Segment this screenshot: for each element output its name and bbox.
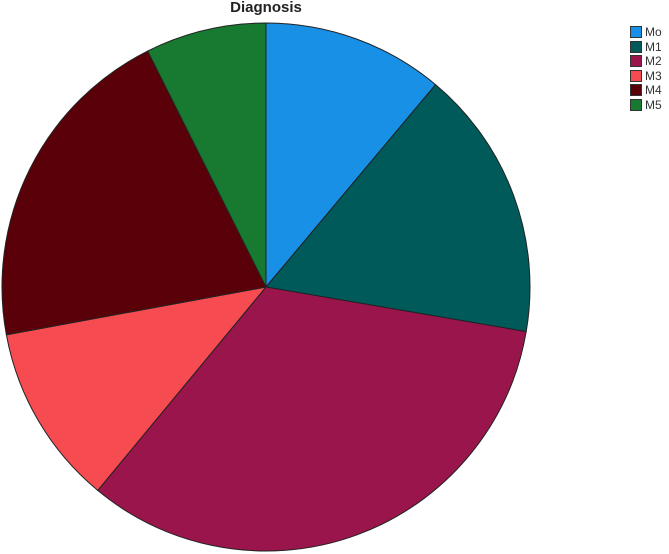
legend-swatch (630, 84, 642, 97)
legend-item-m4: M4 (630, 83, 662, 98)
pie-slice-m3 (5, 286, 268, 492)
legend-swatch (630, 26, 642, 39)
pie-slice-m4 (1, 50, 267, 336)
legend-swatch (630, 98, 642, 111)
legend-swatch (630, 40, 642, 53)
legend-label: M5 (645, 97, 662, 112)
legend-label: M3 (645, 68, 662, 83)
pie-slice-m2 (97, 286, 527, 552)
legend-item-m3: M3 (630, 69, 662, 84)
legend-label: Mo (645, 25, 662, 40)
pie-slice-m1 (265, 83, 531, 333)
legend-swatch (630, 69, 642, 82)
legend-label: M2 (645, 54, 662, 69)
pie-slice-m5 (146, 22, 267, 288)
chart-title: Diagnosis (230, 0, 302, 16)
legend-item-m1: M1 (630, 40, 662, 55)
legend-swatch (630, 55, 642, 68)
legend: Mo M1 M2 M3 M4 M5 (630, 25, 662, 112)
legend-label: M4 (645, 83, 662, 98)
legend-label: M1 (645, 39, 662, 54)
legend-item-m2: M2 (630, 54, 662, 69)
legend-item-mo: Mo (630, 25, 662, 40)
pie-slice-mo (265, 22, 437, 289)
legend-item-m5: M5 (630, 98, 662, 113)
